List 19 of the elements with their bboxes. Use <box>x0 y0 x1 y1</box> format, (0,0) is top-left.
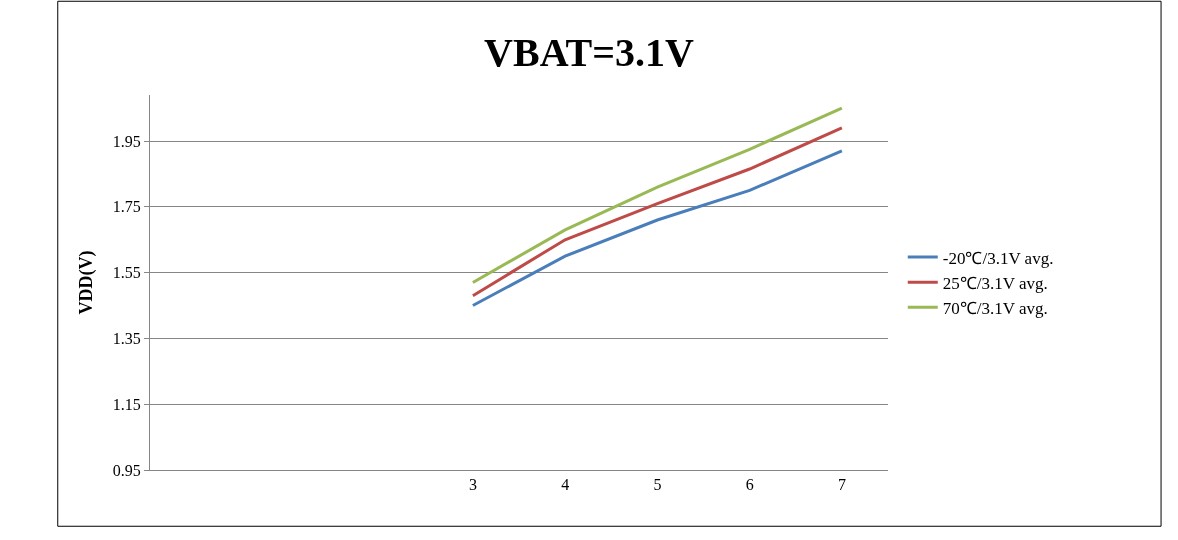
x-tick-label: 4 <box>561 476 570 494</box>
x-tick-label: 3 <box>468 476 477 494</box>
y-tick-label: 1.15 <box>112 395 141 413</box>
y-tick-label: 1.75 <box>112 198 141 216</box>
x-tick-label: 7 <box>837 476 846 494</box>
x-tick-label: 5 <box>653 476 662 494</box>
legend-label: 70℃/3.1V avg. <box>942 298 1048 318</box>
line-series <box>471 106 844 284</box>
chart-title: VBAT=3.1V <box>484 29 695 75</box>
line-series <box>471 126 844 298</box>
legend-label: 25℃/3.1V avg. <box>942 273 1048 293</box>
y-tick-label: 1.55 <box>112 264 141 282</box>
x-tick-label: 6 <box>745 476 754 494</box>
legend-label: -20℃/3.1V avg. <box>942 248 1054 268</box>
y-tick-label: 0.95 <box>112 461 141 479</box>
y-tick-label: 1.95 <box>112 132 141 150</box>
y-tick-label: 1.35 <box>112 330 141 348</box>
line-series <box>471 149 844 308</box>
y-axis-title: VDD(V) <box>76 250 97 315</box>
